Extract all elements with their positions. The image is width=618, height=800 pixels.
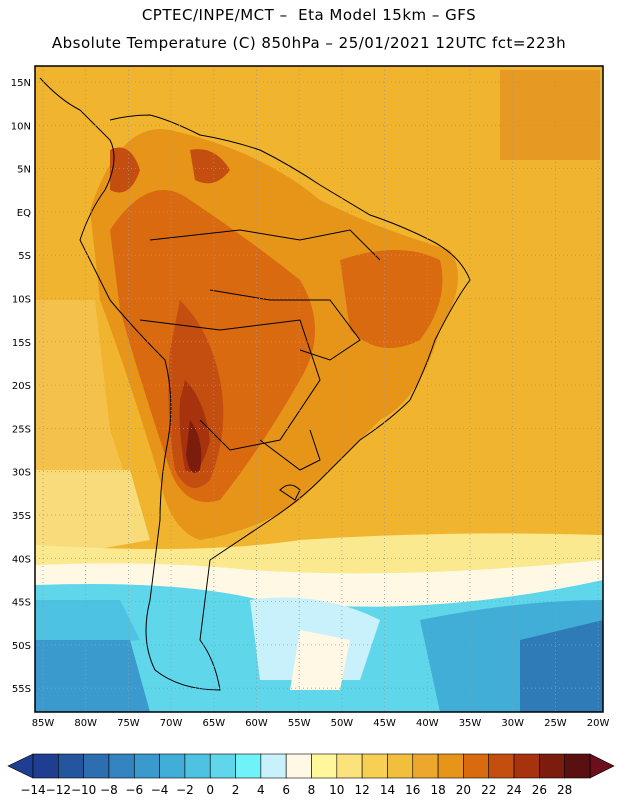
- lat-label: 50S: [12, 641, 31, 652]
- colorbar-label: −8: [100, 783, 118, 797]
- colorbar-label: −2: [176, 783, 194, 797]
- colorbar-label: 12: [354, 783, 369, 797]
- colorbar-label: 22: [481, 783, 496, 797]
- lat-label: 55S: [12, 684, 31, 695]
- colorbar-label: 10: [329, 783, 344, 797]
- lat-label: 5N: [17, 165, 31, 176]
- colorbar-cell: [32, 753, 59, 779]
- colorbar-label: −4: [151, 783, 169, 797]
- lon-label: 65W: [202, 718, 225, 729]
- colorbar-cell: [209, 753, 236, 779]
- colorbar-cell: [260, 753, 287, 779]
- lat-label: 40S: [12, 554, 31, 565]
- lat-label: 15S: [12, 338, 31, 349]
- temperature-field: [35, 66, 603, 712]
- colorbar-low-arrow: [7, 753, 34, 779]
- colorbar-cell: [387, 753, 414, 779]
- colorbar-label: 28: [557, 783, 572, 797]
- colorbar-label: −12: [46, 783, 71, 797]
- colorbar-label: 2: [232, 783, 240, 797]
- lat-label: 30S: [12, 468, 31, 479]
- colorbar-cell: [133, 753, 160, 779]
- graticule: [35, 66, 603, 712]
- colorbar-cell: [463, 753, 490, 779]
- colorbar-label: 20: [456, 783, 471, 797]
- lat-label: 10S: [12, 295, 31, 306]
- colorbar-cell: [311, 753, 338, 779]
- lat-label: 25S: [12, 424, 31, 435]
- colorbar-label: 16: [405, 783, 420, 797]
- longitude-labels: 85W 80W 75W 70W 65W 60W 55W 50W 45W 40W 35W 30W 25W 2…: [32, 718, 610, 729]
- lat-label: 20S: [12, 381, 31, 392]
- colorbar-cell: [108, 753, 135, 779]
- colorbar-cell: [336, 753, 363, 779]
- colorbar-cell: [184, 753, 211, 779]
- colorbar-cell: [513, 753, 540, 779]
- lon-label: 45W: [373, 718, 396, 729]
- colorbar-cell: [437, 753, 464, 779]
- title-line-1: CPTEC/INPE/MCT – Eta Model 15km – GFS: [141, 6, 477, 24]
- lon-label: 30W: [501, 718, 524, 729]
- colorbar-label: −6: [125, 783, 143, 797]
- lon-label: 50W: [331, 718, 354, 729]
- colorbar-cell: [235, 753, 262, 779]
- latitude-labels: 15N 10N 5N EQ 5S 10S 15S 20S 25S 30S 35S 40S 45S 50S 5…: [11, 78, 31, 695]
- title-line-2: Absolute Temperature (C) 850hPa – 25/01/…: [51, 34, 567, 52]
- lon-label: 55W: [288, 718, 311, 729]
- colorbar-cell: [539, 753, 565, 779]
- colorbar-label: 18: [430, 783, 445, 797]
- colorbar-high-arrow: [589, 753, 615, 779]
- lon-label: 40W: [416, 718, 439, 729]
- lon-label: 20W: [587, 718, 610, 729]
- colorbar-cell: [412, 753, 439, 779]
- colorbar-label: 0: [206, 783, 214, 797]
- lat-label: EQ: [17, 208, 31, 219]
- lon-label: 80W: [74, 718, 97, 729]
- colorbar-cell: [58, 753, 84, 779]
- colorbar-cell: [361, 753, 388, 779]
- colorbar-label: 26: [532, 783, 547, 797]
- colorbar-cell: [159, 753, 186, 779]
- lon-label: 25W: [544, 718, 567, 729]
- lon-label: 35W: [459, 718, 482, 729]
- lat-label: 35S: [12, 511, 31, 522]
- colorbar-label: 4: [257, 783, 265, 797]
- colorbar-label: 24: [506, 783, 521, 797]
- lon-label: 75W: [117, 718, 140, 729]
- colorbar: −14 −12 −10 −8 −6 −4 −2 0 2 4 6 8 10 12 14 16 18 20 22 24 26…: [7, 753, 615, 797]
- lat-label: 15N: [11, 78, 31, 89]
- colorbar-cell: [285, 753, 312, 779]
- colorbar-cell: [488, 753, 515, 779]
- colorbar-label: 6: [282, 783, 290, 797]
- colorbar-label: −10: [71, 783, 96, 797]
- colorbar-cell: [564, 753, 591, 779]
- colorbar-label: −14: [20, 783, 45, 797]
- lon-label: 60W: [245, 718, 268, 729]
- colorbar-label: 14: [380, 783, 395, 797]
- lat-label: 45S: [12, 598, 31, 609]
- lon-label: 70W: [160, 718, 183, 729]
- colorbar-cell: [83, 753, 110, 779]
- lat-label: 5S: [18, 251, 31, 262]
- map-frame: [34, 65, 604, 713]
- colorbar-label: 8: [308, 783, 316, 797]
- lon-label: 85W: [32, 718, 55, 729]
- lat-label: 10N: [11, 121, 31, 132]
